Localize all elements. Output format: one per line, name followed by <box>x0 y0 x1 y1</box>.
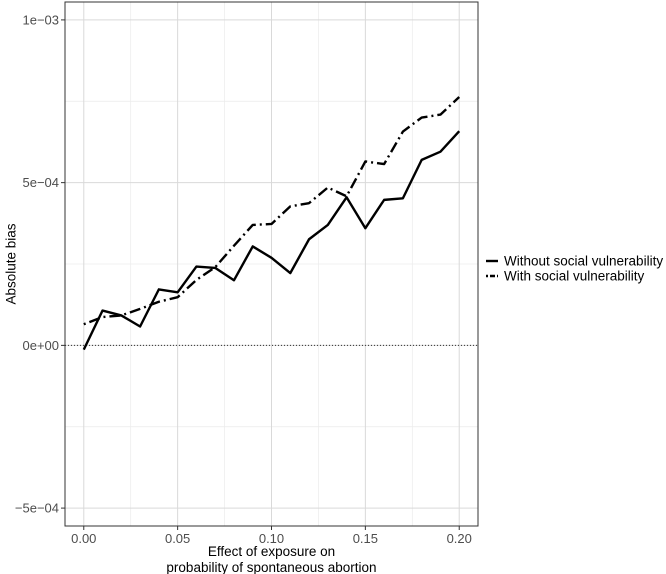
legend-label: Without social vulnerability <box>504 254 663 269</box>
series-layer <box>82 96 461 351</box>
y-tick-label: 5e−04 <box>22 175 59 190</box>
x-tick-label: 0.15 <box>353 531 378 546</box>
x-tick-label: 0.00 <box>71 531 96 546</box>
y-tick-label: −5e−04 <box>15 501 59 516</box>
major-gridlines <box>65 2 478 526</box>
legend-label: With social vulnerability <box>504 269 645 284</box>
series-line-with-social-vulnerability <box>83 96 461 326</box>
x-axis-ticks: 0.00 0.05 0.10 0.15 0.20 <box>71 526 472 546</box>
series-line-without-social-vulnerability <box>82 130 461 351</box>
y-axis-title: Absolute bias <box>4 223 19 304</box>
y-tick-label: 0e+00 <box>22 338 59 353</box>
x-axis-title-line-2: probability of spontaneous abortion <box>166 560 376 574</box>
x-tick-label: 0.20 <box>447 531 472 546</box>
x-tick-label: 0.05 <box>165 531 190 546</box>
x-tick-label: 0.10 <box>259 531 284 546</box>
y-tick-label: 1e−03 <box>22 12 59 27</box>
x-axis-title-line-1: Effect of exposure on <box>208 544 335 559</box>
y-axis-ticks: −5e−04 0e+00 5e−04 1e−03 <box>15 12 65 516</box>
